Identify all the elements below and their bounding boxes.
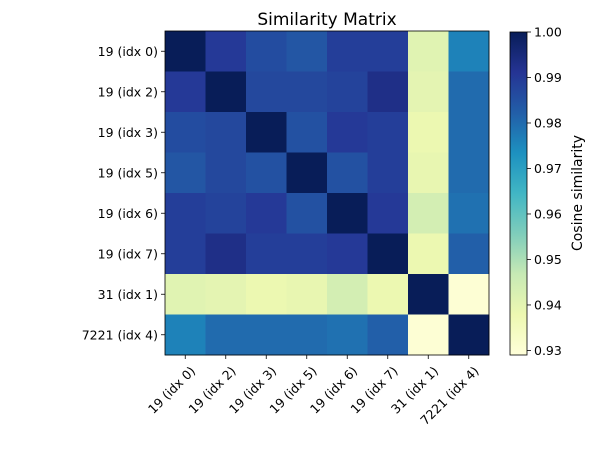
heatmap-cell [327, 274, 368, 315]
colorbar-tick-label: 0.97 [534, 161, 562, 176]
heatmap-cell [246, 112, 287, 153]
colorbar-tick-label: 0.98 [534, 115, 562, 130]
heatmap-cell [205, 31, 247, 72]
colorbar-tick-label: 1.00 [534, 25, 562, 40]
heatmap-cell [327, 31, 368, 72]
heatmap-cell [408, 152, 449, 194]
heatmap-cell [165, 31, 206, 72]
heatmap-cell [367, 233, 409, 275]
heatmap-cell [286, 152, 328, 194]
chart-title: Similarity Matrix [257, 10, 396, 30]
y-axis-ticks: 19 (idx 0) 19 (idx 2) 19 (idx 3) 19 (idx 5)… [82, 44, 165, 342]
heatmap-cell [327, 233, 368, 275]
heatmap-cell [448, 31, 490, 72]
heatmap-cell [367, 31, 409, 72]
heatmap-cell [286, 274, 328, 315]
heatmap-cell [205, 112, 247, 153]
heatmap-cell [165, 314, 206, 356]
heatmap-cell [205, 152, 247, 194]
y-tick-label: 19 (idx 7) [98, 246, 158, 261]
x-axis-ticks: 19 (idx 0)19 (idx 2)19 (idx 3)19 (idx 5)… [145, 355, 482, 428]
heatmap-cell [408, 233, 449, 275]
heatmap-cell [448, 193, 490, 234]
heatmap-cell [286, 314, 328, 356]
y-tick-label: 7221 (idx 4) [82, 327, 158, 342]
heatmap-cell [165, 233, 206, 275]
heatmap-cell [367, 112, 409, 153]
heatmap-cell [205, 314, 247, 356]
heatmap-cell [246, 31, 287, 72]
heatmap-cell [448, 152, 490, 194]
heatmap-cell [205, 71, 247, 113]
y-tick-label: 19 (idx 5) [98, 165, 158, 180]
heatmap-cell [246, 314, 287, 356]
heatmap-cell [367, 193, 409, 234]
colorbar-tick-label: 0.99 [534, 70, 562, 85]
heatmap-cell [367, 314, 409, 356]
colorbar-tick-label: 0.96 [534, 206, 562, 221]
heatmap-cell [448, 233, 490, 275]
heatmap-cell [327, 193, 368, 234]
y-tick-label: 31 (idx 1) [98, 287, 158, 302]
heatmap-cell [165, 152, 206, 194]
y-tick-label: 19 (idx 0) [98, 44, 158, 59]
heatmap-cell [286, 71, 328, 113]
heatmap-cell [246, 193, 287, 234]
colorbar-tick-label: 0.94 [534, 297, 562, 312]
heatmap-cell [246, 71, 287, 113]
heatmap-cell [367, 274, 409, 315]
heatmap-cell [205, 233, 247, 275]
heatmap-cell [165, 71, 206, 113]
heatmap-frame [164, 30, 490, 356]
heatmap-cell [448, 71, 490, 113]
heatmap-cell [367, 152, 409, 194]
heatmap-cell [448, 274, 490, 315]
colorbar [509, 31, 528, 356]
heatmap-cell [408, 31, 449, 72]
colorbar-tick-label: 0.95 [534, 252, 562, 267]
heatmap-cell [286, 112, 328, 153]
y-tick-label: 19 (idx 6) [98, 206, 158, 221]
heatmap-cell [286, 193, 328, 234]
colorbar-ticks: 0.93 0.94 0.95 0.96 0.97 0.98 0.99 1.00 [527, 25, 562, 358]
colorbar-tick-label: 0.93 [534, 343, 562, 358]
heatmap-cell [246, 152, 287, 194]
heatmap-cell [286, 31, 328, 72]
heatmap-cell [408, 274, 449, 315]
y-tick-label: 19 (idx 3) [98, 125, 158, 140]
heatmap-cell [246, 233, 287, 275]
heatmap-cell [327, 71, 368, 113]
heatmap-cell [246, 274, 287, 315]
heatmap-cell [327, 152, 368, 194]
heatmap-cell [327, 314, 368, 356]
heatmap-cell [205, 193, 247, 234]
heatmap-cell [165, 193, 206, 234]
heatmap-cell [165, 274, 206, 315]
heatmap-cell [367, 71, 409, 113]
heatmap-cell [327, 112, 368, 153]
heatmap-cell [286, 233, 328, 275]
heatmap-cell [408, 314, 449, 356]
heatmap-cell [408, 112, 449, 153]
heatmap-cell [205, 274, 247, 315]
heatmap-cell [448, 314, 490, 356]
y-tick-label: 19 (idx 2) [98, 84, 158, 99]
colorbar-label: Cosine similarity [570, 135, 586, 251]
heatmap-cell [165, 112, 206, 153]
heatmap-cell [408, 193, 449, 234]
heatmap-cells [165, 31, 490, 356]
heatmap-cell [408, 71, 449, 113]
heatmap-cell [448, 112, 490, 153]
